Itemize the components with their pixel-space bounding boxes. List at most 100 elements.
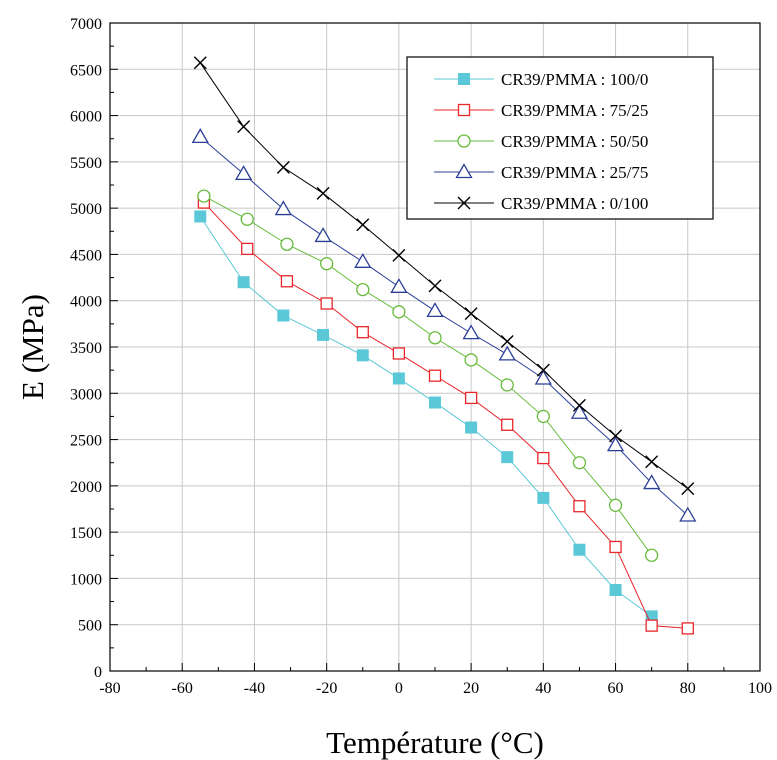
y-tick-label: 3000 bbox=[70, 386, 102, 403]
data-point bbox=[609, 540, 622, 554]
data-point bbox=[465, 421, 478, 434]
data-point bbox=[237, 276, 250, 289]
data-point bbox=[194, 210, 207, 223]
data-point bbox=[428, 279, 442, 293]
data-point bbox=[570, 403, 589, 419]
y-axis-title: E (MPa) bbox=[15, 294, 50, 400]
data-point bbox=[464, 307, 478, 321]
legend-label: CR39/PMMA : 25/75 bbox=[501, 163, 648, 182]
data-point bbox=[392, 248, 406, 262]
x-tick-label: -40 bbox=[244, 680, 265, 697]
data-point bbox=[193, 56, 207, 70]
data-point bbox=[608, 498, 623, 512]
data-point bbox=[643, 474, 661, 490]
y-tick-label: 500 bbox=[78, 618, 102, 635]
data-point bbox=[356, 326, 369, 339]
data-point bbox=[274, 200, 292, 216]
data-point bbox=[426, 302, 444, 318]
data-point bbox=[320, 297, 333, 310]
data-point bbox=[534, 369, 552, 385]
cross-stroke bbox=[645, 455, 659, 469]
legend-label: CR39/PMMA : 75/25 bbox=[501, 101, 648, 120]
cross-stroke bbox=[536, 363, 550, 377]
y-tick-label: 4000 bbox=[70, 294, 102, 311]
data-point bbox=[609, 584, 622, 596]
y-tick-label: 1500 bbox=[70, 525, 102, 542]
data-point bbox=[536, 409, 550, 424]
data-point bbox=[645, 548, 659, 562]
series-layer bbox=[191, 56, 697, 635]
legend-label: CR39/PMMA : 50/50 bbox=[501, 132, 648, 151]
data-point bbox=[500, 334, 514, 348]
legend-item: CR39/PMMA : 100/0 bbox=[434, 70, 648, 89]
data-point bbox=[277, 309, 290, 322]
data-point bbox=[276, 160, 290, 174]
cross-stroke bbox=[464, 307, 478, 321]
y-tick-label: 1000 bbox=[70, 571, 102, 588]
legend: CR39/PMMA : 100/0 CR39/PMMA : 75/25 CR39/P… bbox=[406, 56, 714, 220]
data-point bbox=[428, 331, 442, 345]
y-tick-label: 3500 bbox=[70, 340, 102, 357]
y-tick-label: 7000 bbox=[70, 16, 102, 33]
y-tick-label: 5000 bbox=[70, 201, 102, 218]
data-point bbox=[390, 278, 408, 293]
series-4 bbox=[193, 56, 695, 496]
cross-stroke bbox=[237, 120, 251, 134]
x-tick-label: 0 bbox=[395, 680, 403, 697]
data-point bbox=[572, 398, 586, 412]
data-point bbox=[573, 500, 586, 513]
y-tick-label: 0 bbox=[94, 664, 102, 681]
data-point bbox=[500, 378, 514, 392]
data-point bbox=[197, 189, 211, 203]
data-point bbox=[320, 257, 334, 271]
legend-label: CR39/PMMA : 100/0 bbox=[501, 70, 648, 89]
data-point bbox=[356, 282, 370, 297]
x-tick-label: -80 bbox=[99, 680, 120, 697]
legend-item: CR39/PMMA : 75/25 bbox=[434, 101, 648, 120]
data-point bbox=[501, 418, 514, 431]
data-point bbox=[392, 305, 406, 319]
cross-stroke bbox=[356, 218, 370, 232]
cross-stroke bbox=[457, 196, 471, 210]
data-point bbox=[498, 345, 516, 361]
data-point bbox=[609, 429, 623, 443]
data-point bbox=[314, 227, 332, 243]
data-point bbox=[241, 242, 254, 256]
legend-marker bbox=[457, 196, 471, 210]
data-point bbox=[572, 456, 587, 470]
cross-stroke bbox=[428, 279, 442, 293]
legend-label: CR39/PMMA : 0/100 bbox=[501, 194, 648, 213]
data-point bbox=[280, 275, 294, 288]
data-point bbox=[645, 455, 659, 469]
legend-marker bbox=[455, 163, 473, 179]
series-3 bbox=[191, 128, 697, 522]
series-line bbox=[203, 202, 688, 629]
y-tick-label: 6500 bbox=[70, 62, 102, 79]
data-point bbox=[356, 349, 369, 362]
data-point bbox=[573, 543, 586, 556]
y-tick-label: 2000 bbox=[70, 479, 102, 496]
data-point bbox=[464, 353, 478, 367]
cross-stroke bbox=[609, 429, 623, 443]
cross-stroke bbox=[193, 56, 207, 70]
ticks: -80 -60 -40 -20 0 20 40 60 80 1000500100015002000… bbox=[70, 16, 772, 697]
x-tick-label: 20 bbox=[463, 680, 479, 697]
data-point bbox=[464, 391, 478, 405]
x-tick-label: -20 bbox=[316, 680, 337, 697]
series-2 bbox=[197, 189, 659, 562]
data-point bbox=[679, 506, 697, 522]
cross-stroke bbox=[681, 482, 695, 496]
legend-item: CR39/PMMA : 25/75 bbox=[434, 163, 648, 182]
data-point bbox=[645, 619, 658, 632]
cross-stroke bbox=[316, 186, 330, 200]
x-axis-title: Température (°C) bbox=[326, 725, 544, 760]
data-point bbox=[240, 212, 254, 226]
x-tick-label: -60 bbox=[172, 680, 193, 697]
legend-marker bbox=[457, 103, 471, 117]
y-tick-label: 6000 bbox=[70, 109, 102, 126]
x-tick-label: 40 bbox=[535, 680, 551, 697]
data-point bbox=[237, 120, 251, 134]
x-tick-label: 100 bbox=[748, 680, 772, 697]
y-tick-label: 4500 bbox=[70, 247, 102, 264]
